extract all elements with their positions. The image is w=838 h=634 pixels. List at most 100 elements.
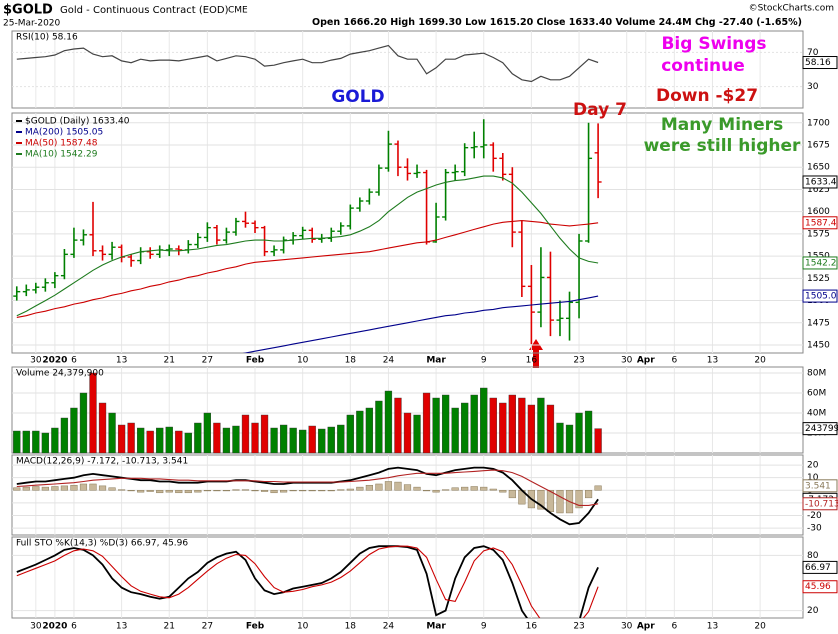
volume-bar (327, 426, 335, 454)
histogram-bar (32, 486, 40, 491)
symbol: $GOLD (3, 3, 53, 18)
volume-bar (575, 412, 583, 454)
x-tick-label: 16 (526, 622, 538, 632)
histogram-bar (337, 489, 345, 491)
volume-bar (232, 425, 240, 454)
x-tick-label: 27 (202, 622, 213, 632)
volume-bar (337, 424, 345, 454)
x-tick-label: 30 (30, 356, 42, 366)
annotation: GOLD (331, 87, 384, 107)
histogram-bar (575, 490, 583, 509)
volume-bar (565, 424, 574, 454)
volume-bar (537, 397, 545, 454)
x-tick-label: Mar (426, 356, 446, 366)
x-tick-label: 30 (30, 622, 42, 632)
last-value-box (802, 422, 838, 436)
volume-bar (480, 387, 488, 454)
last-value-label: 243799 (805, 424, 838, 434)
last-value-box (802, 216, 838, 230)
volume-bar (251, 422, 259, 454)
histogram-bar (365, 484, 373, 491)
histogram-bar (403, 484, 412, 491)
volume-bar (270, 427, 278, 454)
x-tick-label: 23 (573, 356, 584, 366)
line (16, 545, 599, 618)
y-tick-label: 70 (807, 48, 819, 58)
volume-bar (308, 425, 316, 454)
last-value-box (802, 560, 838, 574)
volume-bar (89, 372, 97, 454)
volume-bar (394, 397, 402, 454)
line (16, 466, 599, 526)
histogram-bar (222, 490, 231, 492)
x-tick-label: 2020 (42, 622, 67, 632)
annotation: continue (661, 56, 745, 76)
histogram-bar (432, 490, 440, 493)
line (16, 175, 599, 317)
x-tick-label: 21 (164, 622, 175, 632)
histogram-bar (41, 486, 49, 491)
volume-bar (375, 400, 383, 454)
y-tick-label: 1700 (807, 118, 830, 128)
volume-bar (22, 430, 30, 454)
volume-bar (51, 427, 59, 454)
histogram-bar (22, 486, 30, 491)
y-tick-label: 80 (807, 551, 819, 561)
histogram-bar (175, 490, 183, 494)
y-tick-label: -20 (807, 511, 822, 521)
y-tick-label: 1450 (807, 341, 830, 351)
histogram-bar (60, 485, 69, 491)
x-tick-label: Feb (246, 622, 265, 632)
volume-bar (41, 432, 49, 454)
histogram-bar (584, 490, 593, 499)
y-tick-label: 1600 (807, 207, 830, 217)
x-tick-label: 2020 (42, 356, 67, 366)
panel-frame (11, 536, 804, 619)
histogram-bar (308, 490, 316, 492)
y-tick-label: 1475 (807, 318, 830, 328)
histogram-bar (413, 486, 421, 491)
volume-bar (432, 397, 440, 454)
histogram-bar (70, 484, 78, 491)
x-tick-label: 20 (754, 356, 766, 366)
volume-bar (556, 422, 564, 454)
x-tick-label: 16 (526, 356, 538, 366)
volume-bar (60, 417, 69, 454)
histogram-bar (489, 488, 497, 491)
volume-bar (356, 410, 364, 454)
x-tick-label: 24 (383, 622, 395, 632)
line (16, 545, 599, 618)
histogram-bar (51, 486, 59, 491)
last-value-label: 45.96 (805, 582, 831, 592)
y-tick-label: 10 (807, 473, 819, 483)
x-tick-label: Feb (246, 356, 265, 366)
volume-bar (461, 402, 469, 454)
histogram-bar (270, 490, 278, 494)
volume-bar (165, 426, 173, 454)
annotation: Many Miners (661, 115, 783, 135)
date: 25-Mar-2020 (3, 19, 61, 29)
legend-label: MA(10) 1542.29 (25, 150, 98, 160)
volume-bar (137, 427, 145, 454)
volume-bar (175, 430, 183, 454)
histogram-bar (556, 490, 564, 514)
last-value-box (802, 289, 838, 303)
legend-label: MA(200) 1505.05 (25, 128, 103, 138)
volume-bar (156, 427, 164, 454)
histogram-bar (108, 487, 116, 491)
histogram-bar (127, 490, 135, 492)
volume-bar (289, 427, 297, 454)
credit: ©StockCharts.com (749, 4, 834, 14)
last-value-label: 1542.2 (805, 258, 837, 268)
histogram-bar (89, 483, 97, 491)
histogram-bar (232, 489, 240, 491)
x-tick-label: 9 (481, 622, 487, 632)
y-tick-label: 1575 (807, 229, 830, 239)
instrument-name: Gold - Continuous Contract (EOD) (60, 5, 229, 16)
volume-bar (451, 407, 459, 454)
histogram-bar (13, 487, 21, 491)
x-tick-label: Apr (637, 622, 655, 632)
annotation: were still higher (644, 136, 801, 156)
